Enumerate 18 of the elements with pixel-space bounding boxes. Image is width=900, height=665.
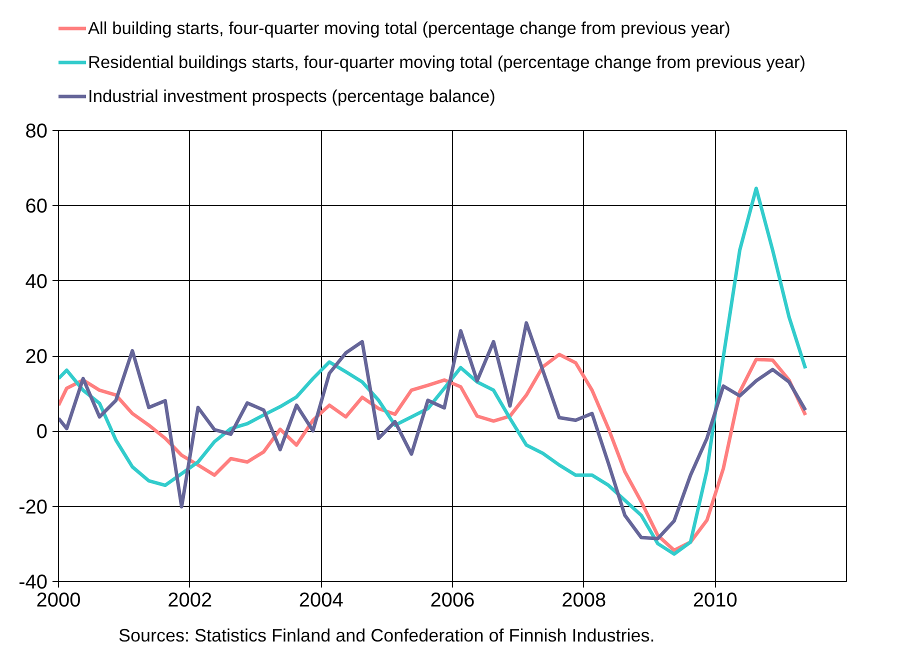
y-tick-label: 80 [25,120,48,142]
source-note: Sources: Statistics Finland and Confederation of Finnish Industries. [118,626,655,646]
legend-label: Residential buildings starts, four-quarter moving total (percentage change from previous year) [88,50,806,74]
line-series [58,352,808,552]
y-tick-label: -20 [18,496,48,518]
legend-label: Industrial investment prospects (percentage balance) [88,84,496,108]
x-tick-label: 2006 [430,590,475,612]
x-tick-label: 2002 [168,590,212,612]
line-series [58,186,808,556]
x-tick-label: 2008 [562,590,606,612]
y-tick-label: 40 [25,270,48,293]
legend-label: All building starts, four-quarter moving total (percentage change from previous year) [88,16,730,40]
x-tick-label: 2010 [692,590,738,612]
y-tick-label: 60 [25,196,48,218]
line-series [58,321,808,540]
x-tick-label: 2004 [298,590,344,612]
y-tick-label: 0 [36,421,48,444]
y-tick-label: 20 [25,346,48,368]
